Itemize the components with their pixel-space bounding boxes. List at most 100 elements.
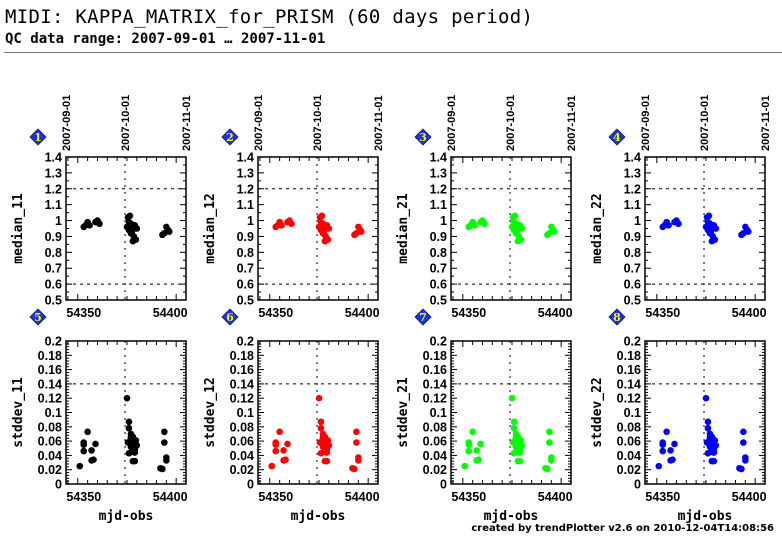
data-point xyxy=(86,222,93,229)
data-point xyxy=(708,457,716,465)
x-axis-label: mjd-obs xyxy=(291,509,346,524)
y-tick-label: 0.14 xyxy=(230,377,254,391)
y-tick-label: 0.08 xyxy=(230,420,254,434)
y-axis-label: median_12 xyxy=(203,193,218,263)
footer-credit: created by trendPlotter v2.6 on 2010-12-… xyxy=(471,523,774,534)
y-tick-label: 0.7 xyxy=(430,262,447,276)
y-tick-label: 0.04 xyxy=(617,449,641,463)
data-point xyxy=(665,222,672,229)
data-point xyxy=(357,228,365,235)
data-point xyxy=(131,223,139,231)
top-date-label: 2007-09-01 xyxy=(61,95,73,151)
top-date-label: 2007-10-01 xyxy=(120,95,132,151)
y-tick-label: 0.6 xyxy=(45,278,62,292)
data-point xyxy=(123,394,131,402)
data-point xyxy=(469,428,476,436)
data-point xyxy=(659,447,667,455)
y-tick-label: 0.02 xyxy=(230,463,254,477)
data-point xyxy=(282,456,289,463)
data-point xyxy=(127,229,135,237)
panel-number-badge-icon xyxy=(29,128,47,146)
header-divider xyxy=(4,52,782,53)
y-tick-label: 0.02 xyxy=(38,463,62,477)
page-subtitle: QC data range: 2007-09-01 … 2007-11-01 xyxy=(5,31,326,47)
data-point xyxy=(284,440,291,448)
y-tick-label: 0 xyxy=(440,478,447,492)
data-point xyxy=(740,428,747,436)
y-tick-label: 0.16 xyxy=(617,363,641,377)
data-point xyxy=(163,454,170,461)
y-tick-label: 0.5 xyxy=(45,294,62,308)
data-point xyxy=(548,454,555,461)
data-point xyxy=(465,447,473,455)
x-tick-label: 54400 xyxy=(538,306,573,320)
data-point xyxy=(80,447,88,455)
data-point xyxy=(125,218,133,226)
y-tick-label: 0.02 xyxy=(423,463,447,477)
panel-number: 8 xyxy=(613,311,621,324)
panel-number-badge-icon xyxy=(608,308,626,326)
data-point xyxy=(353,439,360,446)
data-point xyxy=(272,441,280,448)
y-tick-label: 0.16 xyxy=(230,363,254,377)
y-tick-label: 1.2 xyxy=(430,182,447,196)
data-point xyxy=(323,223,331,231)
y-tick-label: 0.1 xyxy=(624,406,641,420)
panel-6: 00.020.040.060.080.10.120.140.160.180.2 5… xyxy=(203,308,380,524)
y-tick-label: 0.8 xyxy=(430,246,447,260)
panel-7: 00.020.040.060.080.10.120.140.160.180.2 5… xyxy=(396,308,573,524)
y-tick-label: 0.2 xyxy=(45,335,62,349)
y-tick-label: 0.02 xyxy=(617,463,641,477)
top-date-label: 2007-11-01 xyxy=(566,95,578,151)
data-point xyxy=(318,212,326,220)
data-point xyxy=(738,465,745,473)
data-point xyxy=(517,437,525,444)
y-tick-label: 1.4 xyxy=(624,151,641,165)
data-point xyxy=(511,212,519,220)
data-point xyxy=(514,237,522,245)
top-date-label: 2007-11-01 xyxy=(760,95,772,151)
top-date-label: 2007-11-01 xyxy=(373,95,385,151)
y-tick-label: 0.06 xyxy=(38,435,62,449)
y-tick-label: 1 xyxy=(440,214,447,228)
data-point xyxy=(272,447,280,455)
y-tick-label: 0.12 xyxy=(230,392,254,406)
data-point xyxy=(475,456,482,463)
y-tick-label: 0.06 xyxy=(230,435,254,449)
data-point xyxy=(705,212,713,220)
data-point xyxy=(546,428,553,436)
y-tick-label: 0.06 xyxy=(617,435,641,449)
y-tick-label: 0.18 xyxy=(617,349,641,363)
y-tick-label: 0.14 xyxy=(38,377,62,391)
x-tick-label: 54350 xyxy=(451,306,486,320)
data-point xyxy=(742,454,749,461)
data-point xyxy=(675,220,682,228)
data-point xyxy=(465,441,473,448)
data-point xyxy=(76,462,84,470)
data-point xyxy=(704,218,712,226)
x-tick-label: 54400 xyxy=(153,490,188,504)
y-tick-label: 0.5 xyxy=(624,294,641,308)
y-tick-label: 0.9 xyxy=(430,230,447,244)
y-tick-label: 1.1 xyxy=(45,198,62,212)
y-tick-label: 0.08 xyxy=(423,420,447,434)
data-point xyxy=(317,424,325,432)
data-point xyxy=(663,428,670,436)
data-point xyxy=(96,220,103,228)
y-tick-label: 0.8 xyxy=(45,246,62,260)
y-tick-label: 1.1 xyxy=(237,198,254,212)
x-tick-label: 54400 xyxy=(732,490,767,504)
y-tick-label: 0.16 xyxy=(38,363,62,377)
y-axis-label: stddev_11 xyxy=(11,377,26,448)
y-tick-label: 0.14 xyxy=(423,377,447,391)
x-tick-label: 54400 xyxy=(732,306,767,320)
data-point xyxy=(516,223,524,231)
y-axis-label: median_22 xyxy=(590,193,605,263)
page-title: MIDI: KAPPA_MATRIX_for_PRISM (60 days pe… xyxy=(5,6,534,28)
data-point xyxy=(744,228,752,235)
panel-2: 0.5 0.6 0.7 0.8 0.9 1 1.1 1.2 1.31.4 54350 54400 me… xyxy=(203,95,385,320)
data-point xyxy=(708,237,716,245)
data-point xyxy=(129,457,137,465)
data-point xyxy=(161,439,168,446)
data-point xyxy=(90,456,97,463)
